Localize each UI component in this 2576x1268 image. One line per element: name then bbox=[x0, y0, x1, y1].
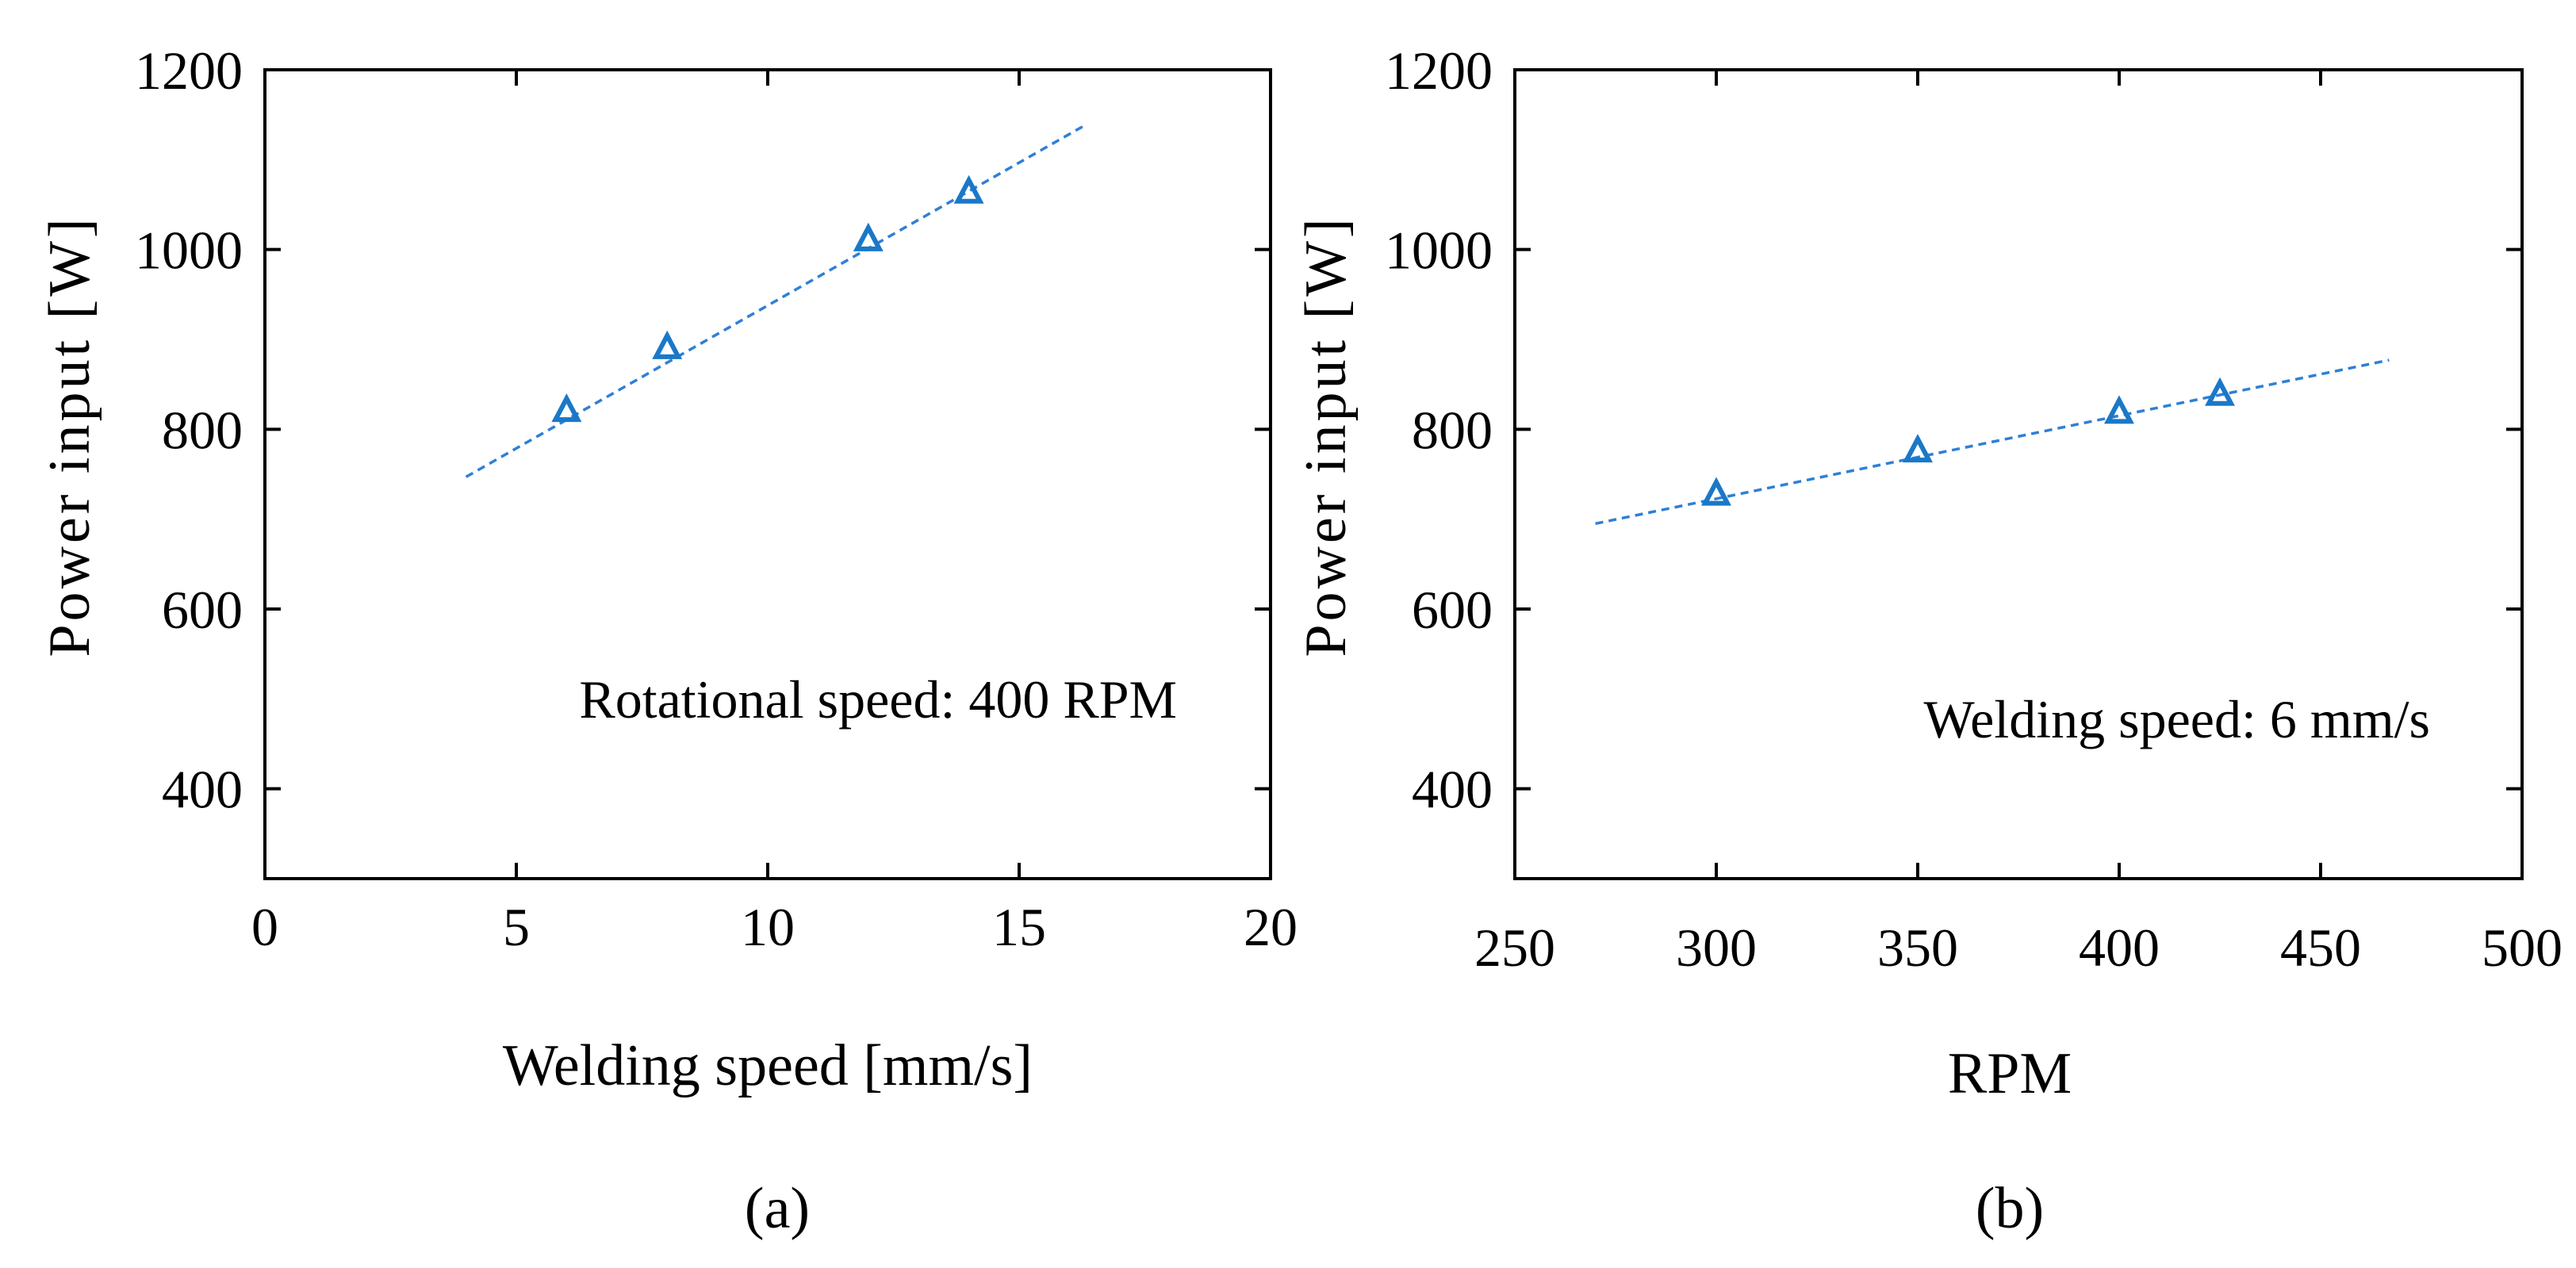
x-tick-label: 400 bbox=[2079, 917, 2160, 978]
data-point-marker bbox=[2205, 377, 2235, 406]
panel-label-b: (b) bbox=[1976, 1176, 2044, 1241]
data-points bbox=[551, 174, 984, 423]
data-point-marker bbox=[652, 330, 683, 359]
x-tick-labels: 250 300 350 400 450 500 bbox=[1474, 917, 2563, 978]
data-point-marker bbox=[1903, 434, 1933, 463]
chart-panel-a: 0 5 10 15 20 400 600 800 1000 1200 Rotational sp… bbox=[37, 40, 1298, 1241]
y-tick-label: 600 bbox=[162, 580, 243, 640]
x-tick-label: 500 bbox=[2482, 917, 2563, 978]
y-tick-label: 800 bbox=[162, 400, 243, 460]
x-tick-label: 10 bbox=[741, 897, 795, 957]
x-tick-marks bbox=[1513, 70, 2524, 879]
trend-line bbox=[465, 124, 1086, 478]
data-point-marker bbox=[2104, 395, 2134, 424]
x-tick-label: 5 bbox=[503, 897, 530, 957]
y-tick-label: 1200 bbox=[135, 40, 243, 101]
y-tick-labels: 400 600 800 1000 1200 bbox=[135, 40, 243, 820]
data-point-marker bbox=[551, 393, 582, 423]
x-tick-marks bbox=[263, 70, 1272, 879]
data-point-marker bbox=[953, 174, 984, 204]
plot-frame bbox=[1513, 68, 2524, 880]
y-tick-marks bbox=[265, 68, 1271, 791]
x-tick-label: 300 bbox=[1676, 917, 1757, 978]
data-point-marker bbox=[853, 222, 884, 251]
y-tick-label: 1200 bbox=[1385, 40, 1493, 101]
y-tick-label: 400 bbox=[162, 760, 243, 820]
y-tick-marks bbox=[1515, 68, 2522, 791]
x-axis-label: RPM bbox=[1948, 1041, 2072, 1106]
y-tick-labels: 400 600 800 1000 1200 bbox=[1385, 40, 1493, 820]
x-tick-label: 15 bbox=[992, 897, 1046, 957]
chart-panel-b: 250 300 350 400 450 500 400 600 800 1000 1200 Wel… bbox=[1294, 40, 2563, 1241]
annotation: Welding speed: 6 mm/s bbox=[1923, 689, 2430, 749]
x-tick-label: 250 bbox=[1474, 917, 1555, 978]
x-tick-label: 350 bbox=[1877, 917, 1958, 978]
y-tick-label: 600 bbox=[1412, 580, 1493, 640]
y-tick-label: 400 bbox=[1412, 760, 1493, 820]
x-tick-labels: 0 5 10 15 20 bbox=[251, 897, 1298, 957]
x-tick-label: 450 bbox=[2280, 917, 2361, 978]
y-axis-label: Power input [W] bbox=[1294, 215, 1359, 657]
x-tick-label: 0 bbox=[251, 897, 278, 957]
y-tick-label: 1000 bbox=[135, 220, 243, 281]
x-tick-label: 20 bbox=[1244, 897, 1298, 957]
plot-frame bbox=[263, 68, 1272, 880]
y-axis-label: Power input [W] bbox=[37, 215, 102, 657]
annotation: Rotational speed: 400 RPM bbox=[579, 669, 1177, 730]
data-points bbox=[1701, 377, 2235, 506]
x-axis-label: Welding speed [mm/s] bbox=[503, 1033, 1033, 1098]
panel-label-a: (a) bbox=[745, 1176, 810, 1241]
y-tick-label: 1000 bbox=[1385, 220, 1493, 281]
trend-line bbox=[1595, 358, 2390, 526]
y-tick-label: 800 bbox=[1412, 400, 1493, 460]
data-point-marker bbox=[1701, 477, 1731, 506]
